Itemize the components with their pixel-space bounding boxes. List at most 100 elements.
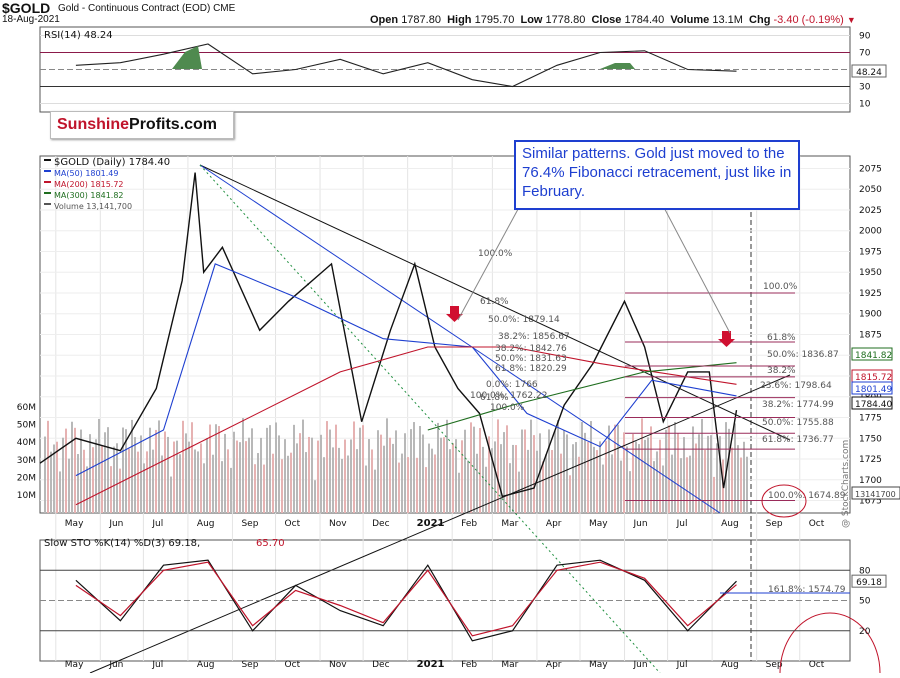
volume-bar [653,461,655,513]
price-line [39,172,738,498]
volume-bar [398,462,400,513]
volume-bar [179,454,181,513]
volume-bar [428,443,430,513]
fib-label: 61.8%: 1736.77 [762,435,834,445]
volume-bar [74,427,76,513]
volume-bar [425,467,427,513]
volume-bar [527,449,529,513]
volume-bar [377,430,379,513]
rsi-line [75,43,737,88]
x-tick-label: Jul [676,519,688,529]
volume-bar [548,429,550,513]
volume-bar [59,471,61,513]
volume-bar [221,461,223,513]
ticker: $GOLD [2,0,51,16]
volume-bar [242,418,244,513]
legend-swatch [44,181,51,183]
description-text: Gold - Continuous Contract (EOD) [58,3,211,14]
volume-bar [269,425,271,513]
fib-label: 61.8% [480,297,509,307]
volume-bar [503,432,505,513]
price-legend-item: MA(50) 1801.49 [54,169,118,178]
fib-label: 50.0%: 1879.14 [488,315,560,325]
volume-bar [434,454,436,513]
volume-bar [113,446,115,513]
price-y-tick: 2075 [859,164,882,174]
volume-bar [317,440,319,513]
volume-bar [383,445,385,513]
volume-bar [320,434,322,513]
volume-bar [290,452,292,513]
volume-bar [137,451,139,513]
volume-bar [272,453,274,513]
price-legend-item: $GOLD (Daily) 1784.40 [54,157,170,168]
volume-bar [344,439,346,513]
logo-part-profits: Profits.com [129,116,218,133]
volume-bar [530,419,532,513]
volume-bar [326,421,328,513]
volume-bar [131,419,133,513]
callout-pointer [457,199,524,321]
fib-label: 61.8%: 1820.29 [495,364,567,374]
volume-bar [635,441,637,513]
volume-bar [683,437,685,513]
volume-bar [296,443,298,513]
x-tick-label: Jul [676,660,688,670]
sto-d-line [75,561,737,637]
volume-bar [191,422,193,513]
volume-bar [299,433,301,513]
x-tick-label: Oct [285,519,301,529]
volume-bar [236,440,238,513]
volume-bar [335,424,337,513]
volume-bar [446,419,448,513]
volume-label: Volume [670,14,710,26]
fib-label: 50.0%: 1831.63 [495,354,567,364]
volume-bar [524,429,526,513]
volume-bar [413,422,415,513]
volume-bar [695,443,697,513]
volume-bar [569,475,571,513]
volume-bar [407,457,409,513]
volume-bar [545,454,547,513]
volume-bar [680,458,682,513]
volume-bar [185,433,187,513]
volume-bar [725,422,727,513]
volume-bar [92,447,94,513]
fib-label: 61.8% [480,393,509,403]
volume-bar [323,457,325,513]
volume-bar [464,429,466,513]
volume-bar [671,454,673,513]
volume-y-tick: 60M [17,403,36,413]
volume-bar [542,461,544,513]
volume-bar [506,425,508,513]
x-tick-label: May [65,660,84,670]
volume-bar [533,435,535,513]
volume-bar [284,439,286,513]
x-tick-label: May [589,660,608,670]
volume-bar [116,443,118,513]
volume-bar [734,423,736,513]
volume-bar [287,455,289,513]
volume-bar [182,420,184,513]
legend-swatch [44,159,51,161]
volume-bar [602,464,604,513]
rsi-value-tag [851,64,887,78]
volume-bar [104,432,106,513]
price-y-tick: 1975 [859,247,882,257]
close-value: 1784.40 [624,14,665,26]
volume-bar [98,418,100,513]
price-legend-item: Volume 13,141,700 [54,202,132,211]
x-tick-label: May [65,519,84,529]
volume-bar [443,437,445,513]
x-tick-label: Jun [108,660,123,670]
price-y-tick: 1875 [859,331,882,341]
rsi-y-tick: 10 [859,100,871,110]
volume-bar [440,437,442,513]
volume-bar [581,422,583,513]
volume-bar [686,457,688,513]
volume-bar [689,455,691,513]
volume-bar [638,444,640,513]
volume-bar [479,428,481,513]
volume-bar [716,443,718,513]
volume-bar [86,466,88,513]
